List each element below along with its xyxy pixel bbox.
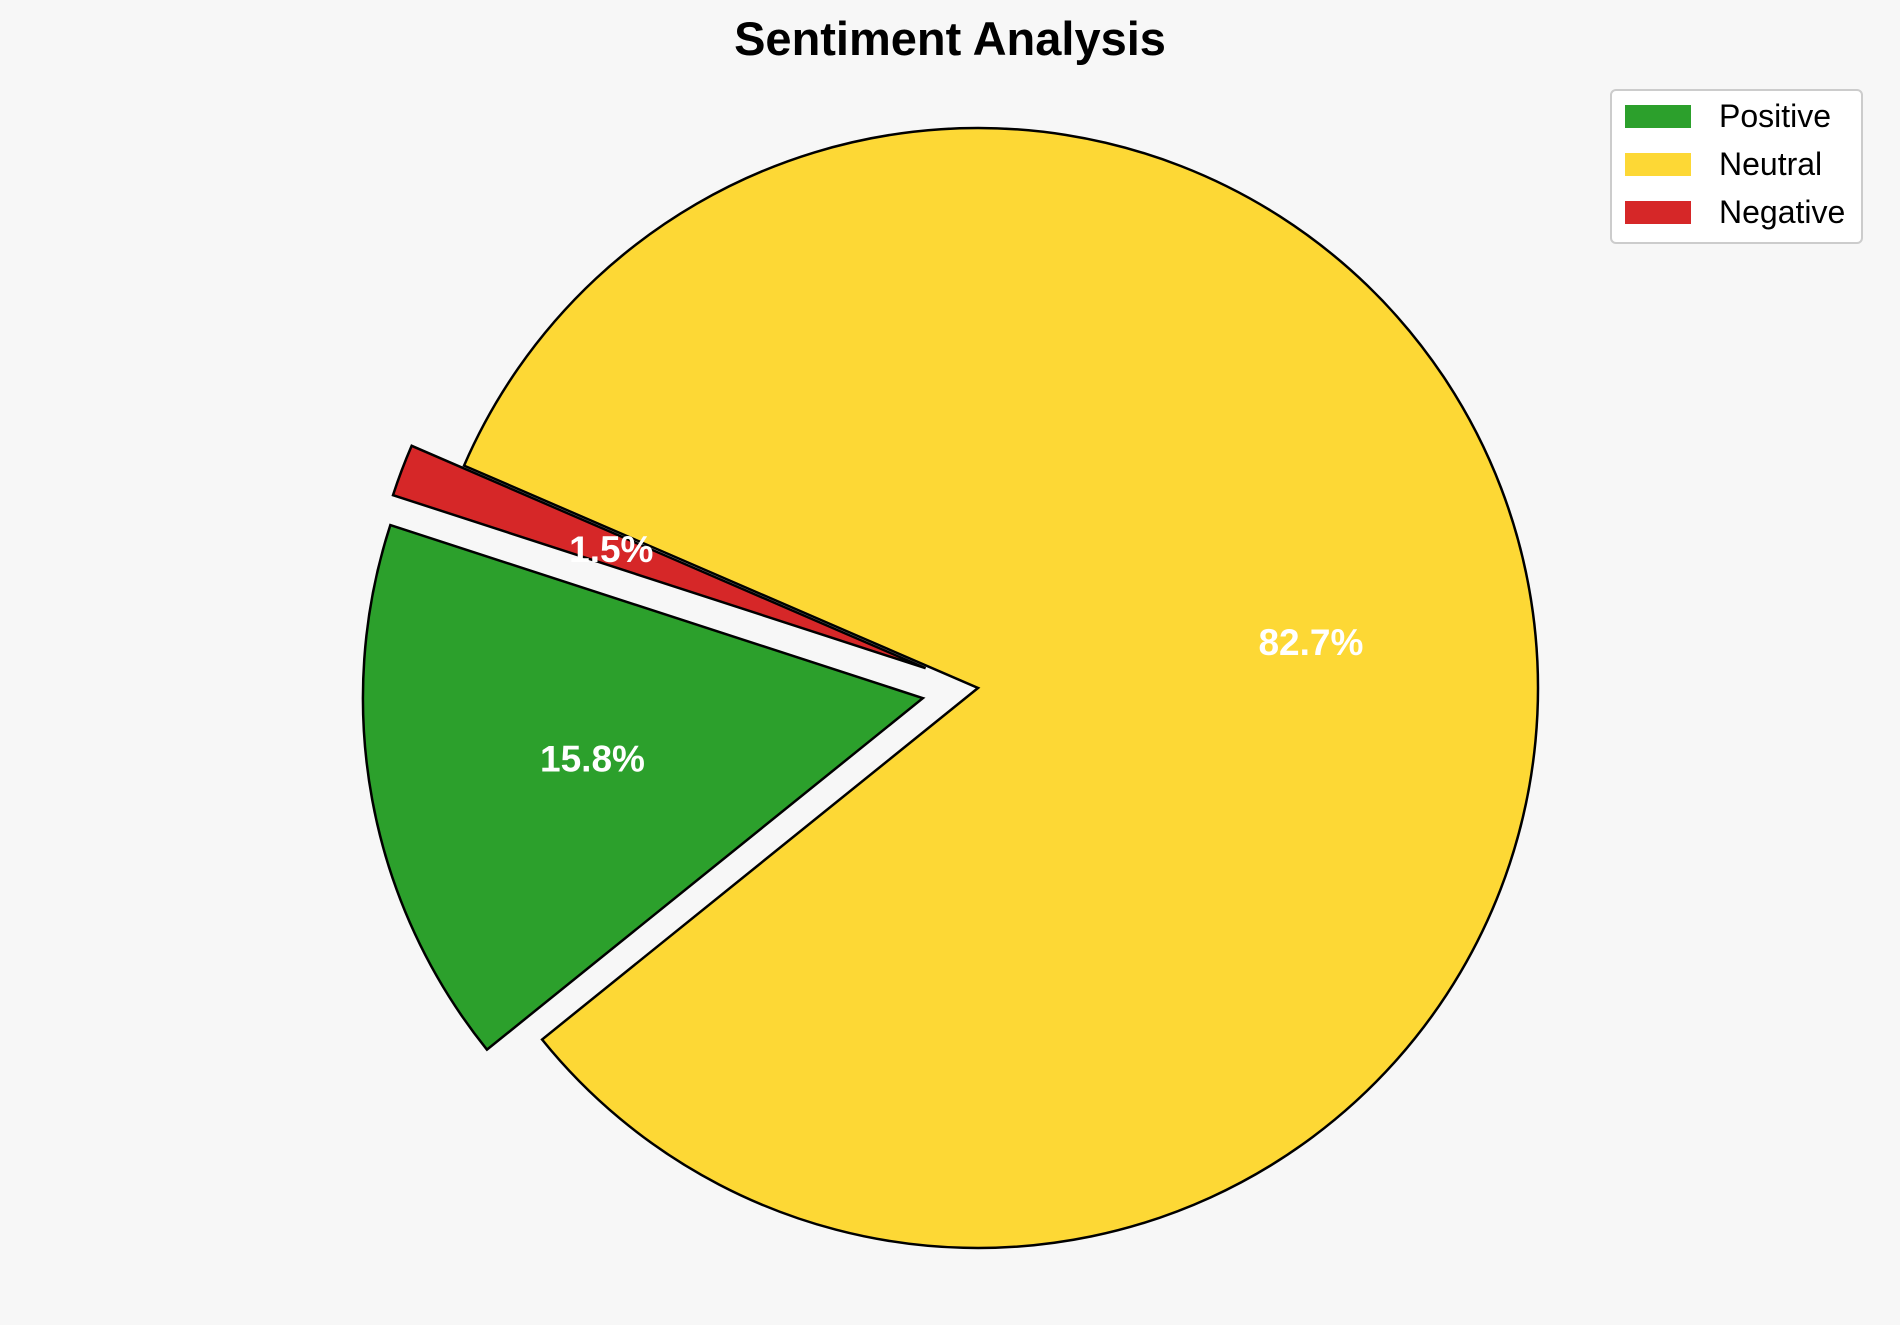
legend-swatch-negative <box>1625 201 1691 224</box>
legend-swatch-neutral <box>1625 153 1691 176</box>
legend-swatch-positive <box>1625 105 1691 128</box>
pie-slice-positive <box>361 523 926 1052</box>
legend: Positive Neutral Negative <box>1610 89 1863 244</box>
legend-label-negative: Negative <box>1719 194 1845 230</box>
slice-label-positive: 15.8% <box>540 739 645 780</box>
legend-label-neutral: Neutral <box>1719 146 1822 182</box>
pie-slice-neutral <box>462 126 1540 1250</box>
pie-slice-labels: 15.8% 82.7% 1.5% <box>540 529 1363 780</box>
chart-title: Sentiment Analysis <box>734 12 1166 65</box>
slice-label-negative: 1.5% <box>569 529 653 570</box>
pie-slice-negative <box>391 444 927 670</box>
legend-label-positive: Positive <box>1719 98 1831 134</box>
legend-items: Positive Neutral Negative <box>1625 98 1845 230</box>
pie-slices <box>361 126 1540 1250</box>
slice-label-neutral: 82.7% <box>1258 622 1363 663</box>
